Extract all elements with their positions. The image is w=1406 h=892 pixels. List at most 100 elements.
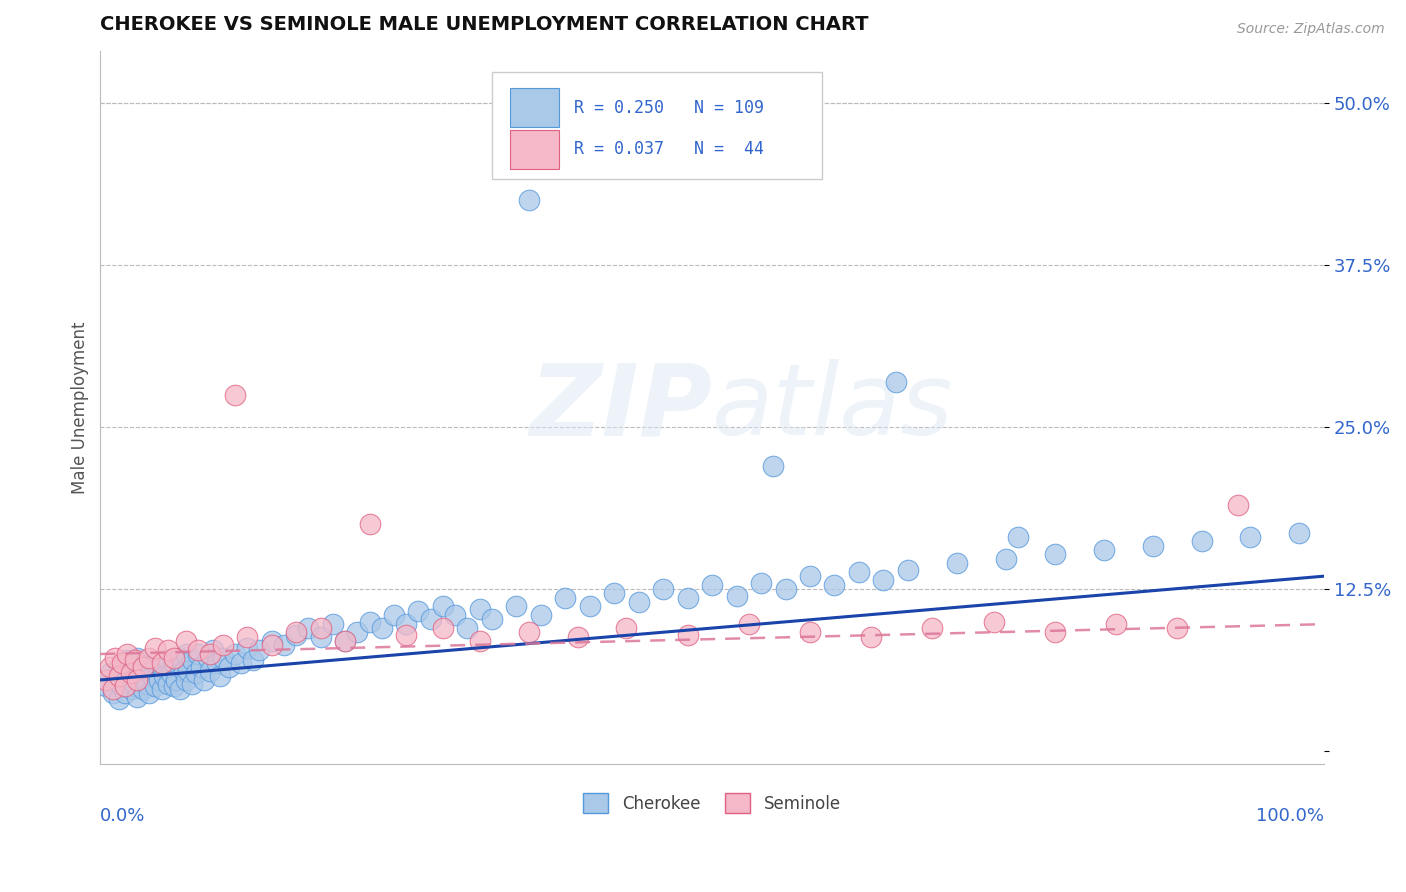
Y-axis label: Male Unemployment: Male Unemployment (72, 321, 89, 494)
Point (333, 634, 356, 648)
Point (160, 666, 183, 681)
Point (444, 608, 467, 623)
Point (249, 643, 271, 657)
Point (260, 634, 283, 648)
Point (125, 651, 148, 665)
Point (236, 640, 259, 655)
Point (1288, 526, 1310, 541)
Point (333, 634, 356, 648)
Point (1227, 498, 1250, 512)
Point (285, 627, 308, 641)
Point (197, 651, 219, 665)
Point (120, 664, 142, 678)
Point (1142, 539, 1164, 553)
Point (104, 651, 127, 665)
Point (983, 615, 1005, 629)
Point (627, 595, 650, 609)
Point (229, 656, 252, 670)
Point (190, 660, 212, 674)
Point (872, 573, 894, 587)
Point (408, 604, 430, 618)
Point (150, 660, 173, 674)
Point (120, 666, 142, 681)
Point (285, 624, 308, 639)
Point (273, 638, 295, 652)
Point (236, 630, 259, 644)
Point (150, 656, 173, 670)
Point (432, 621, 454, 635)
Point (114, 666, 136, 681)
Point (799, 569, 821, 583)
Point (700, 578, 723, 592)
Point (554, 591, 576, 606)
Point (676, 591, 699, 606)
Point (173, 664, 195, 678)
Point (749, 575, 772, 590)
Point (156, 653, 179, 667)
Point (101, 681, 124, 696)
Point (124, 680, 146, 694)
Point (218, 660, 240, 674)
Point (98, 660, 121, 674)
Point (1105, 617, 1128, 632)
Text: Source: ZipAtlas.com: Source: ZipAtlas.com (1237, 22, 1385, 37)
Point (382, 608, 405, 623)
Point (738, 617, 761, 632)
Point (125, 690, 148, 704)
Point (1043, 624, 1066, 639)
Point (848, 566, 870, 580)
Point (578, 599, 600, 613)
Point (177, 664, 200, 678)
Point (1239, 530, 1261, 544)
Point (138, 664, 160, 678)
Point (884, 375, 907, 389)
Point (132, 660, 155, 674)
Point (209, 669, 232, 683)
Point (156, 643, 179, 657)
Point (163, 680, 186, 694)
Point (107, 669, 129, 683)
Point (96, 680, 118, 694)
Point (676, 627, 699, 641)
Point (163, 651, 186, 665)
Point (481, 612, 503, 626)
Point (145, 640, 167, 655)
Point (395, 627, 418, 641)
Point (567, 630, 589, 644)
Point (138, 686, 160, 700)
Point (456, 621, 478, 635)
Point (181, 677, 204, 691)
Point (432, 599, 454, 613)
Text: CHEROKEE VS SEMINOLE MALE UNEMPLOYMENT CORRELATION CHART: CHEROKEE VS SEMINOLE MALE UNEMPLOYMENT C… (100, 15, 869, 34)
Point (359, 517, 381, 532)
Point (652, 582, 675, 596)
Point (128, 673, 150, 687)
Point (145, 680, 167, 694)
Point (921, 621, 943, 635)
Text: ZIP: ZIP (529, 359, 711, 456)
Point (419, 612, 441, 626)
Point (104, 673, 127, 687)
Point (616, 621, 638, 635)
Point (107, 692, 129, 706)
Point (824, 578, 846, 592)
Point (187, 643, 209, 657)
Point (1043, 547, 1066, 561)
Point (193, 673, 215, 687)
Point (242, 653, 264, 667)
FancyBboxPatch shape (510, 88, 560, 128)
Point (124, 653, 146, 667)
Point (224, 647, 246, 661)
Point (181, 653, 204, 667)
Point (346, 624, 368, 639)
Point (132, 660, 155, 674)
Point (860, 630, 883, 644)
Point (117, 653, 139, 667)
Point (120, 681, 142, 696)
Point (169, 651, 191, 665)
Legend: Cherokee, Seminole: Cherokee, Seminole (576, 787, 848, 820)
Point (138, 651, 160, 665)
Point (799, 624, 821, 639)
Point (165, 673, 187, 687)
Point (1191, 534, 1213, 549)
